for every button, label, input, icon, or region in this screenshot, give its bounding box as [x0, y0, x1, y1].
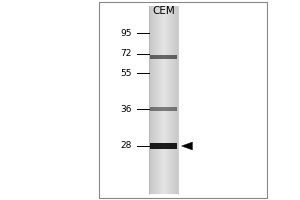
Bar	[173, 6, 174, 194]
Text: 36: 36	[121, 104, 132, 114]
Bar	[174, 6, 175, 194]
Bar	[156, 6, 157, 194]
Bar	[160, 6, 161, 194]
Bar	[165, 6, 166, 194]
Bar	[153, 6, 154, 194]
Text: 55: 55	[121, 68, 132, 77]
Polygon shape	[182, 142, 192, 150]
Bar	[150, 6, 151, 194]
Text: CEM: CEM	[152, 6, 175, 16]
Bar	[169, 6, 170, 194]
Bar	[166, 6, 167, 194]
Bar	[152, 6, 153, 194]
Bar	[149, 6, 150, 194]
Bar	[171, 6, 172, 194]
Bar	[158, 6, 159, 194]
Bar	[162, 6, 163, 194]
Bar	[172, 6, 173, 194]
Bar	[161, 6, 162, 194]
Bar	[163, 6, 164, 194]
Bar	[150, 143, 177, 149]
Bar	[157, 6, 158, 194]
Bar	[151, 6, 152, 194]
Bar	[170, 6, 171, 194]
Bar	[177, 6, 178, 194]
Text: 28: 28	[121, 142, 132, 150]
Bar	[150, 55, 177, 59]
Bar	[150, 107, 177, 111]
Bar	[168, 6, 169, 194]
Text: 95: 95	[121, 28, 132, 38]
Bar	[155, 6, 156, 194]
Bar	[159, 6, 160, 194]
Bar	[154, 6, 155, 194]
Bar	[175, 6, 176, 194]
Bar	[164, 6, 165, 194]
Text: 72: 72	[121, 49, 132, 58]
Bar	[176, 6, 177, 194]
Bar	[167, 6, 168, 194]
Bar	[99, 2, 267, 198]
